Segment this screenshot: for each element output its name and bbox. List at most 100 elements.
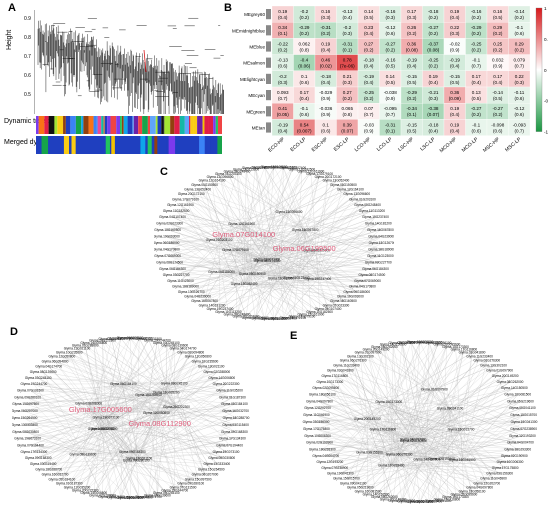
heatmap-cell-p: (0.9) xyxy=(321,96,331,101)
network-inner-node-label: Glyma.01G097900 xyxy=(421,388,448,392)
heatmap-cell-r: -0.03 xyxy=(364,122,375,127)
heatmap-cell-r: -0.16 xyxy=(385,9,396,14)
network-node-label: Glyma.14G181200 xyxy=(199,303,226,307)
dendrogram-ytick: 0.6 xyxy=(24,73,31,79)
network-node-label: Glyma.17G175800 xyxy=(303,427,330,431)
network-node-label: Glyma.02G095600 xyxy=(312,386,339,390)
panel-label-e: E xyxy=(290,330,298,342)
network-node-label: Glyma.19G244700 xyxy=(144,339,171,343)
heatmap-cell-r: 0.17 xyxy=(300,90,309,95)
heatmap-cell-r: 0.19 xyxy=(429,74,438,79)
dendrogram-branches xyxy=(37,18,224,114)
network-node-label: Glyma.02G023300 xyxy=(270,165,297,169)
network-node-label: Glyma.11G233400 xyxy=(416,500,443,504)
heatmap-cell-p: (0.5) xyxy=(386,80,396,85)
network-node-label: Glyma.10G235600 xyxy=(56,350,83,354)
heatmap-cell-r: -0.27 xyxy=(471,106,482,111)
heatmap-cell-p: (0.4) xyxy=(450,128,460,133)
network-edges xyxy=(315,341,525,503)
heatmap-cell-r: -0.29 xyxy=(299,25,310,30)
heatmap-cell-r: 0.07 xyxy=(364,106,373,111)
network-node-label: Glyma.13G021100 xyxy=(98,495,125,499)
heatmap-cell-p: (0.5) xyxy=(386,64,396,69)
heatmap-cell-r: -0.37 xyxy=(428,41,439,46)
heatmap-col-label: LSC-LP xyxy=(419,136,437,152)
network-node-label: Glyma.08G174500 xyxy=(358,273,385,277)
heatmap-cell-r: 0.26 xyxy=(407,25,416,30)
heatmap-cell-p: (0.9) xyxy=(450,47,460,52)
heatmap-row-swatch xyxy=(266,41,271,52)
heatmap-row-label: MEcyan xyxy=(248,93,265,98)
network-node-label: Glyma.13G021100 xyxy=(198,365,225,369)
heatmap-cell-r: 0.14 xyxy=(386,74,395,79)
network-node-label: Glyma.12G164100 xyxy=(251,317,278,321)
heatmap-cell-p: (0.1) xyxy=(278,31,288,36)
network-node-label: Glyma.04G097800 xyxy=(466,486,493,490)
heatmap-cell-p: (0.09) xyxy=(449,96,461,101)
network-node-label: Glyma.20G222300 xyxy=(213,382,240,386)
heatmap-cell-r: 0.16 xyxy=(321,9,330,14)
network-c: Glyma.18G160500Glyma.02G023300Glyma.04G1… xyxy=(154,165,394,321)
heatmap-cell-p: (0.8) xyxy=(343,112,353,117)
network-node-label: Glyma.06G094800 xyxy=(42,359,69,363)
network-node-label: Glyma.16G032700 xyxy=(222,409,249,413)
network-node-label: Glyma.01G203100 xyxy=(215,172,242,176)
heatmap-cell-p: (0.2) xyxy=(472,31,482,36)
network-node-label: Glyma.09G280100 xyxy=(177,482,204,486)
heatmap-cell-p: (0.2) xyxy=(364,96,374,101)
heatmap-cell-r: -0.14 xyxy=(493,90,504,95)
network-node-label: Glyma.09G041100 xyxy=(509,406,536,410)
network-inner-node-label: Glyma.19G073100 xyxy=(93,416,120,420)
network-node-label: Glyma.02G288000 xyxy=(72,343,99,347)
network-inner-node-label: Glyma.05G184100 xyxy=(110,382,137,386)
heatmap-cell-r: -0.02 xyxy=(450,41,461,46)
heatmap-cell-r: -0.21 xyxy=(428,90,439,95)
network-inner-node-label: Glyma.19G237400 xyxy=(304,277,331,281)
heatmap-cell-p: (7e-06) xyxy=(340,64,355,69)
heatmap-cell-r: 0.079 xyxy=(514,58,526,63)
network-node-label: Glyma.01G187300 xyxy=(107,336,134,340)
network-inner-node-label: Glyma.12G161900 xyxy=(228,222,255,226)
merged-dynamic-label: Merged dynamic xyxy=(4,139,56,146)
network-node-label: Glyma.13G126700 xyxy=(369,241,394,245)
network-node-label: Glyma.16G081500 xyxy=(504,393,531,397)
heatmap-row-label: MEtan xyxy=(252,126,266,131)
network-node-label: Glyma.06G276300 xyxy=(340,359,367,363)
heatmap-row-swatch xyxy=(266,25,271,36)
network-inner-node-label: Glyma.13G021100 xyxy=(126,456,153,460)
network-node-label: Glyma.05G219600 xyxy=(507,399,534,403)
network-node-label: Glyma.12G193200 xyxy=(317,460,344,464)
heatmap-row-label: MEblue xyxy=(249,45,265,50)
heatmap-cell-p: (0.4) xyxy=(450,15,460,20)
heatmap-cell-r: -0.18 xyxy=(364,58,375,63)
network-node-label: Glyma.17G116800 xyxy=(451,347,478,351)
network-node-label: Glyma.11G046900 xyxy=(303,413,330,417)
heatmap-cell-r: 0.14 xyxy=(364,9,373,14)
network-node-label: Glyma.20G172100 xyxy=(279,316,306,320)
network-node-label: Glyma.09G280100 xyxy=(126,336,153,340)
heatmap-cell-p: (0.007) xyxy=(297,128,312,133)
heatmap-cell-r: 0.065 xyxy=(342,106,354,111)
network-node-label: Glyma.06G184300 xyxy=(159,267,186,271)
heatmap-cell-r: -0.1 xyxy=(515,25,523,30)
merged-dynamic-bar xyxy=(36,136,222,154)
network-node-label: Glyma.08G030800 xyxy=(208,456,235,460)
network-node-label: Glyma.18G293300 xyxy=(309,447,336,451)
network-node-label: Glyma.15G264500 xyxy=(198,467,225,471)
network-node-label: Glyma.13G302100 xyxy=(398,500,425,504)
heatmap-cell-r: -0.095 xyxy=(384,106,397,111)
heatmap-cell-p: (0.4) xyxy=(343,15,353,20)
heatmap-cell-p: (0.08) xyxy=(427,47,439,52)
heatmap-cell-p: (0.07) xyxy=(427,112,439,117)
network-d: Glyma.15G097500Glyma.09G280100Glyma.07G1… xyxy=(12,336,250,500)
heatmap-cell-r: 0.032 xyxy=(492,58,504,63)
dynamic-tree-cut-label: Dynamic tree cut xyxy=(4,118,57,125)
heatmap-cell-r: -0.29 xyxy=(407,90,418,95)
network-node-label: Glyma.13G052400 xyxy=(184,187,211,191)
network-node-label: Glyma.03G115400 xyxy=(222,423,249,427)
network-node-label: Glyma.13G126700 xyxy=(178,290,205,294)
heatmap-cell-p: (0.2) xyxy=(429,31,439,36)
network-node-label: Glyma.07G131500 xyxy=(17,389,44,393)
network-inner-node-label: Glyma.05G150500 xyxy=(239,272,266,276)
heatmap-cell-p: (0.3) xyxy=(321,15,331,20)
